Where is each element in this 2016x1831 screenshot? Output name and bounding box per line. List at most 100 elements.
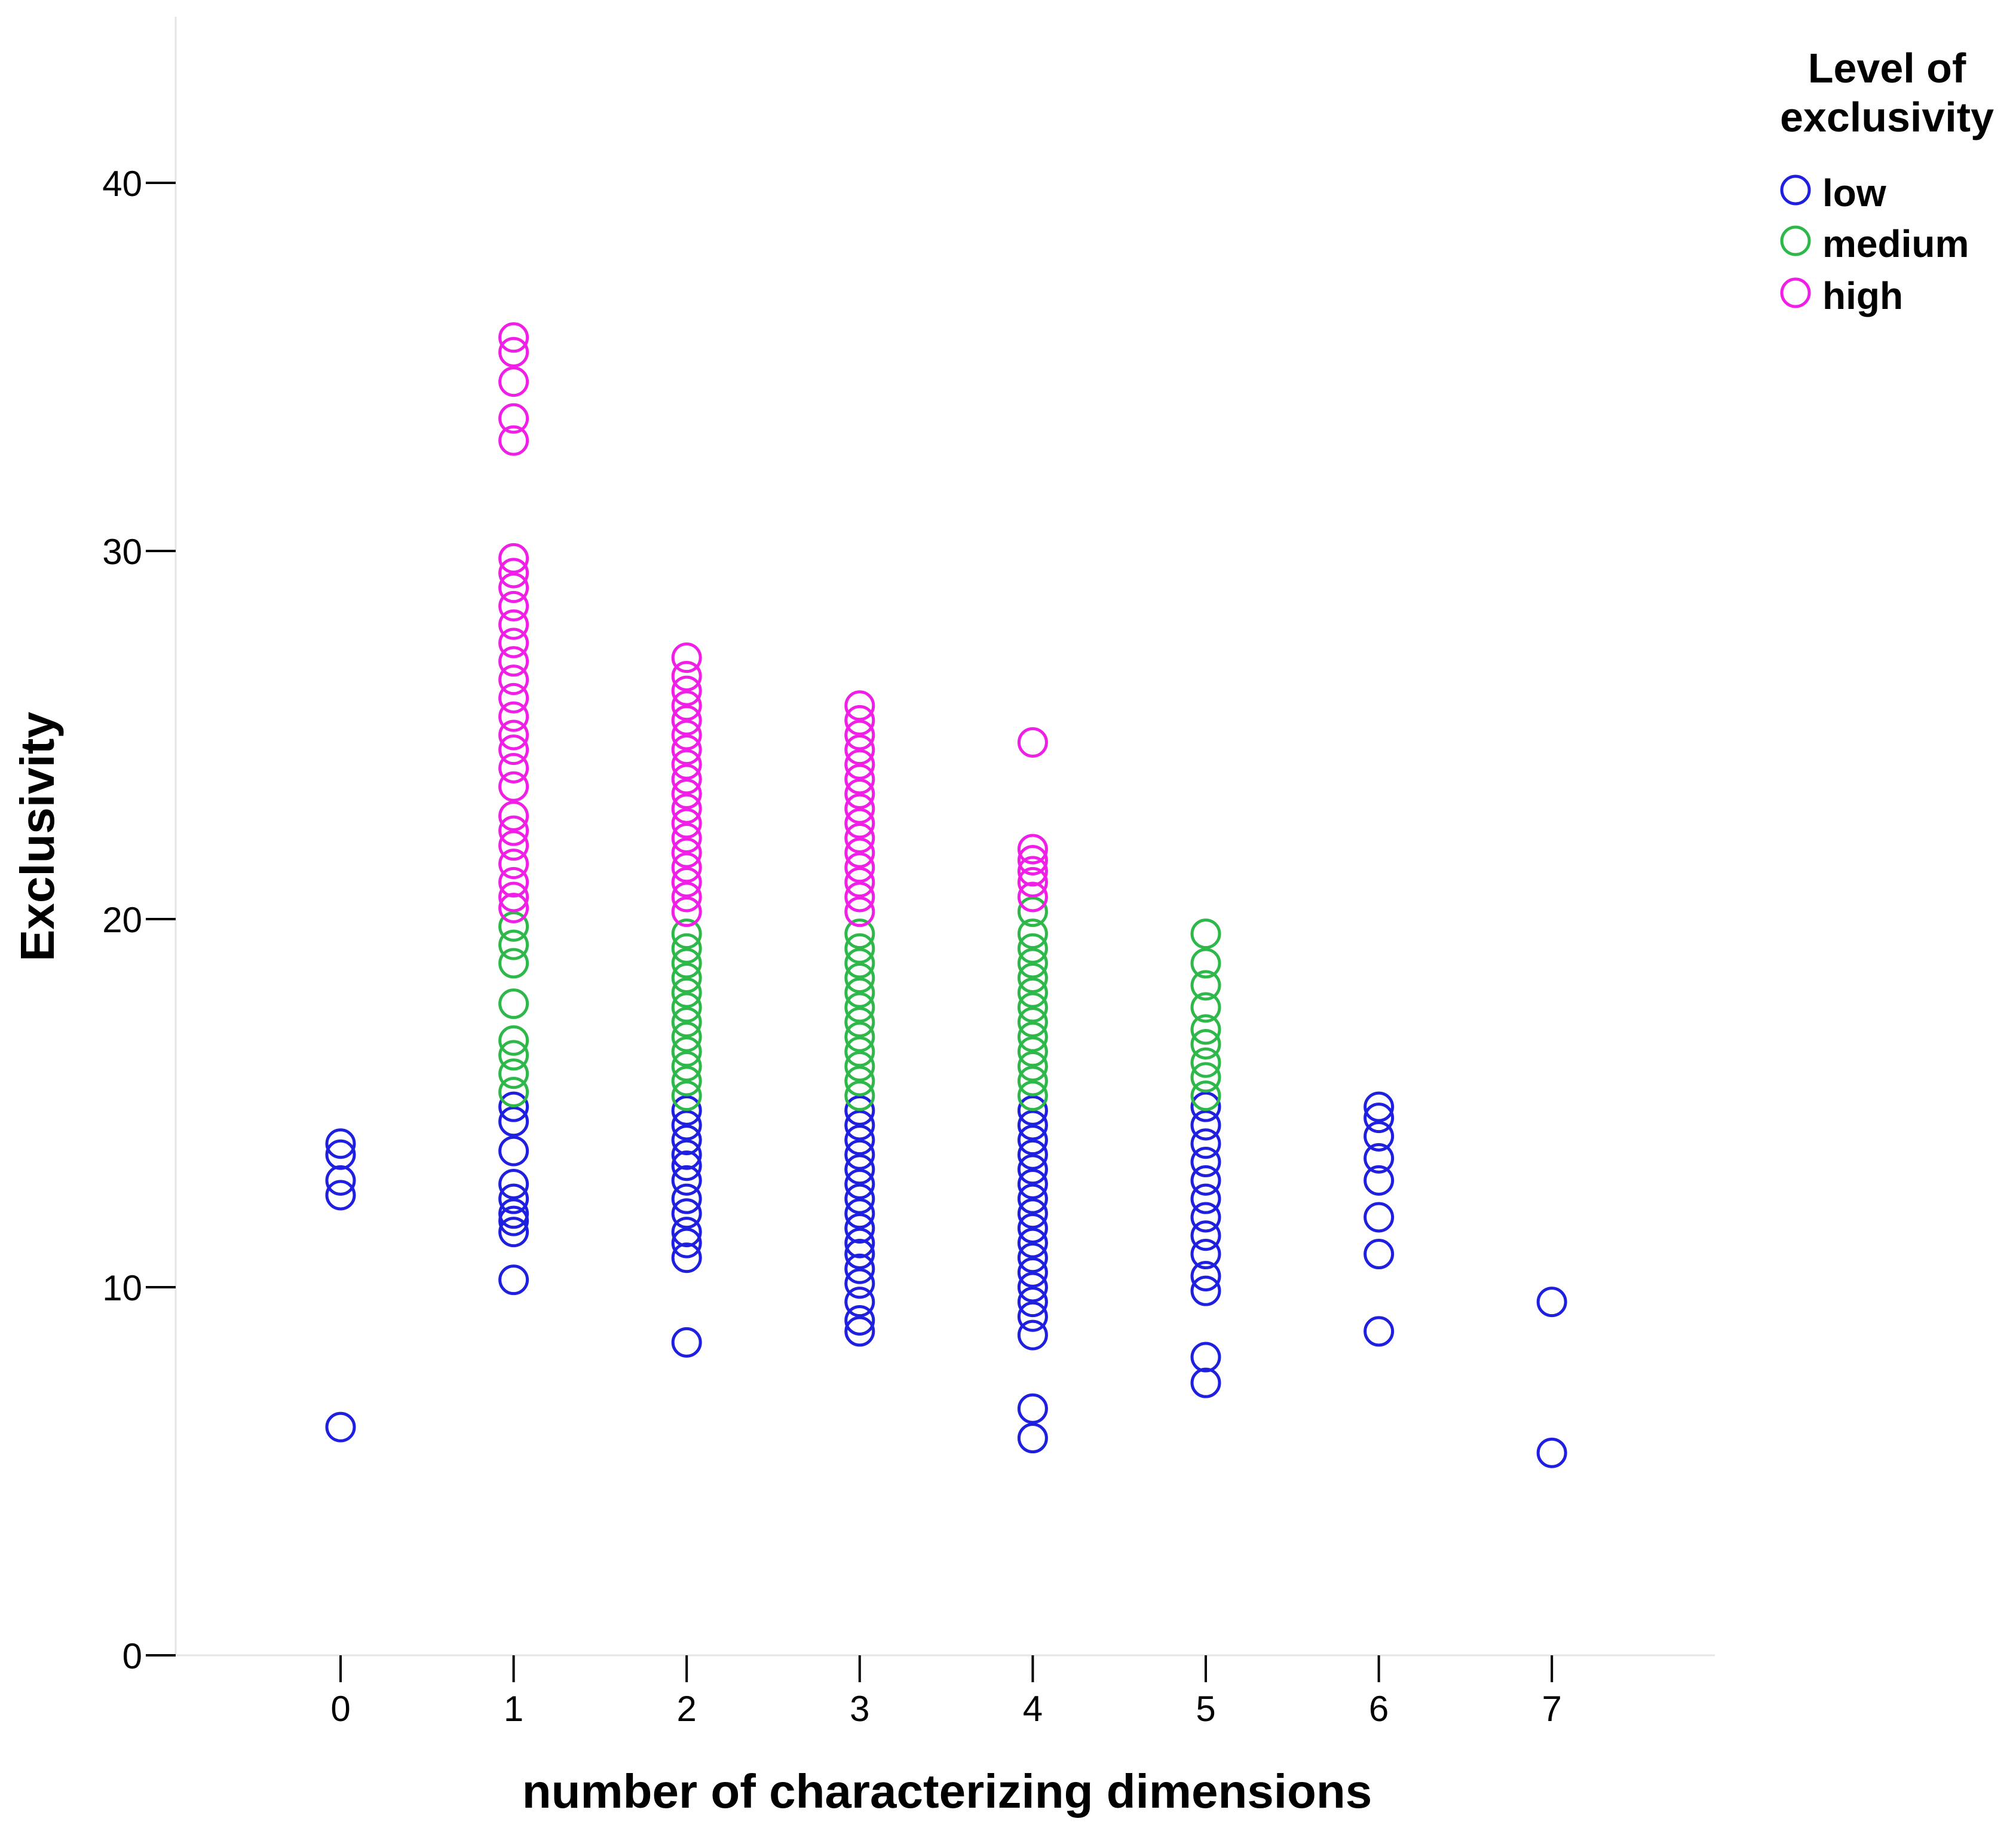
data-point-high [671, 642, 702, 673]
data-point-medium [844, 1080, 875, 1112]
data-point-low [1017, 1301, 1048, 1332]
data-point-low [1017, 1319, 1048, 1351]
data-point-medium [671, 992, 702, 1023]
data-point-low [1190, 1183, 1221, 1214]
data-point-medium [671, 918, 702, 950]
data-point-medium [1190, 1080, 1221, 1112]
data-point-high [1017, 844, 1048, 875]
legend-marker-low [1780, 174, 1811, 206]
y-tick-label: 20 [102, 900, 142, 940]
data-point-medium [498, 948, 529, 979]
data-point-low [498, 1217, 529, 1248]
data-point-medium [844, 1006, 875, 1037]
data-point-low [1017, 1242, 1048, 1273]
data-point-high [671, 881, 702, 913]
data-point-high [844, 896, 875, 927]
data-point-high [844, 852, 875, 883]
data-point-low [1017, 1393, 1048, 1424]
data-point-low [844, 1268, 875, 1299]
data-point-high [671, 705, 702, 736]
data-point-low [671, 1242, 702, 1273]
data-point-high [671, 764, 702, 795]
data-point-low [1017, 1139, 1048, 1170]
data-point-high [671, 808, 702, 839]
data-point-high [671, 719, 702, 751]
data-point-low [1190, 1165, 1221, 1196]
data-point-low [498, 1205, 529, 1236]
x-tick-label: 3 [850, 1689, 869, 1729]
data-point-low [1364, 1103, 1395, 1134]
data-point-high [1017, 881, 1048, 913]
data-point-low [844, 1253, 875, 1284]
data-point-medium [844, 918, 875, 950]
y-axis-title: Exclusivity [11, 711, 64, 962]
data-point-low [844, 1139, 875, 1170]
data-point-low [844, 1227, 875, 1259]
data-point-medium [1017, 1021, 1048, 1052]
data-point-low [325, 1128, 356, 1159]
data-point-high [671, 866, 702, 898]
y-tick-label: 30 [102, 532, 142, 572]
data-point-high [498, 646, 529, 677]
data-point-high [844, 690, 875, 721]
data-point-medium [671, 1051, 702, 1082]
data-point-low [671, 1139, 702, 1170]
data-point-high [498, 403, 529, 434]
data-point-low [498, 1169, 529, 1200]
data-point-high [1017, 856, 1048, 887]
data-point-low [1190, 1220, 1221, 1251]
data-point-medium [1017, 1080, 1048, 1112]
data-point-high [498, 322, 529, 353]
data-point-medium [844, 1051, 875, 1082]
data-point-low [498, 1106, 529, 1137]
legend-label-low: low [1822, 172, 1886, 215]
data-point-high [844, 808, 875, 839]
data-point-medium [844, 992, 875, 1023]
data-point-high [844, 822, 875, 853]
data-point-medium [1017, 948, 1048, 979]
data-point-low [844, 1239, 875, 1270]
legend-title-line-2: exclusivity [1780, 94, 1994, 140]
data-point-low [1017, 1095, 1048, 1126]
data-point-low [1190, 1091, 1221, 1122]
data-point-low [1190, 1275, 1221, 1306]
data-point-medium [1190, 1062, 1221, 1093]
data-point-low [1190, 1202, 1221, 1233]
data-point-low [1017, 1110, 1048, 1141]
data-point-low [844, 1154, 875, 1185]
data-point-medium [1017, 1036, 1048, 1067]
data-point-low [1536, 1287, 1567, 1318]
data-point-high [498, 830, 529, 861]
data-point-medium [1190, 970, 1221, 1001]
data-point-low [671, 1150, 702, 1181]
data-point-high [498, 701, 529, 732]
data-point-high [498, 665, 529, 696]
data-point-high [671, 675, 702, 706]
data-point-low [1190, 1239, 1221, 1270]
data-point-medium [671, 1036, 702, 1067]
data-point-medium [498, 911, 529, 942]
data-point-low [1190, 1147, 1221, 1178]
data-point-low [844, 1316, 875, 1347]
data-point-medium [1190, 918, 1221, 950]
data-point-high [1017, 727, 1048, 758]
data-point-low [844, 1212, 875, 1244]
data-point-low [671, 1327, 702, 1358]
x-tick-label: 0 [330, 1689, 350, 1729]
data-point-high [671, 690, 702, 721]
x-tick-label: 1 [504, 1689, 523, 1729]
data-point-high [671, 793, 702, 824]
data-point-low [1017, 1198, 1048, 1229]
data-point-high [498, 771, 529, 802]
data-point-low [671, 1198, 702, 1229]
data-point-low [1364, 1091, 1395, 1122]
data-point-low [844, 1125, 875, 1156]
data-point-low [325, 1139, 356, 1170]
data-point-low [498, 1091, 529, 1122]
data-point-low [1017, 1183, 1048, 1214]
data-point-high [844, 764, 875, 795]
data-point-high [498, 801, 529, 832]
data-point-high [844, 881, 875, 913]
